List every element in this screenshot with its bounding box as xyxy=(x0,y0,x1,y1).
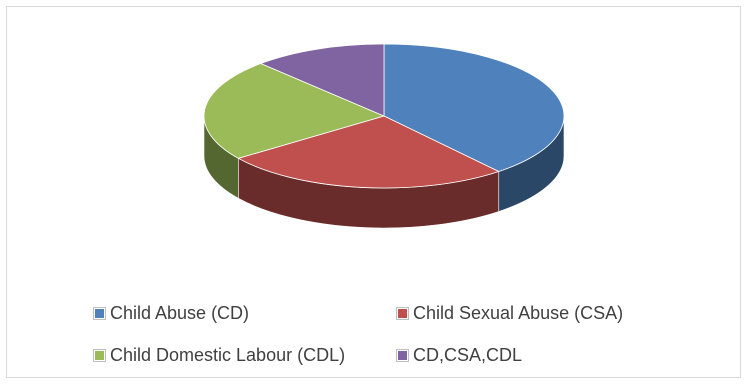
legend-item-child-sexual-abuse: Child Sexual Abuse (CSA) xyxy=(396,303,624,324)
pie-slice-3 xyxy=(259,43,385,117)
legend-label: Child Sexual Abuse (CSA) xyxy=(413,303,624,323)
pie-chart xyxy=(203,43,565,229)
legend-item-child-abuse: Child Abuse (CD) xyxy=(93,303,250,324)
legend-swatch xyxy=(93,349,106,362)
legend-swatch xyxy=(396,349,409,362)
legend-swatch xyxy=(396,307,409,320)
legend-item-child-domestic-labour: Child Domestic Labour (CDL) xyxy=(93,345,346,366)
legend-swatch xyxy=(93,307,106,320)
chart-area: Child Abuse (CD) Child Sexual Abuse (CSA… xyxy=(6,6,741,378)
pie-slice-1 xyxy=(237,115,500,189)
pie-slice-0 xyxy=(383,43,565,172)
legend-label: Child Abuse (CD) xyxy=(110,303,250,323)
legend-label: Child Domestic Labour (CDL) xyxy=(110,345,346,365)
pie-slice-2 xyxy=(203,63,386,159)
legend-item-cd-csa-cdl: CD,CSA,CDL xyxy=(396,345,523,366)
legend-label: CD,CSA,CDL xyxy=(413,345,523,365)
